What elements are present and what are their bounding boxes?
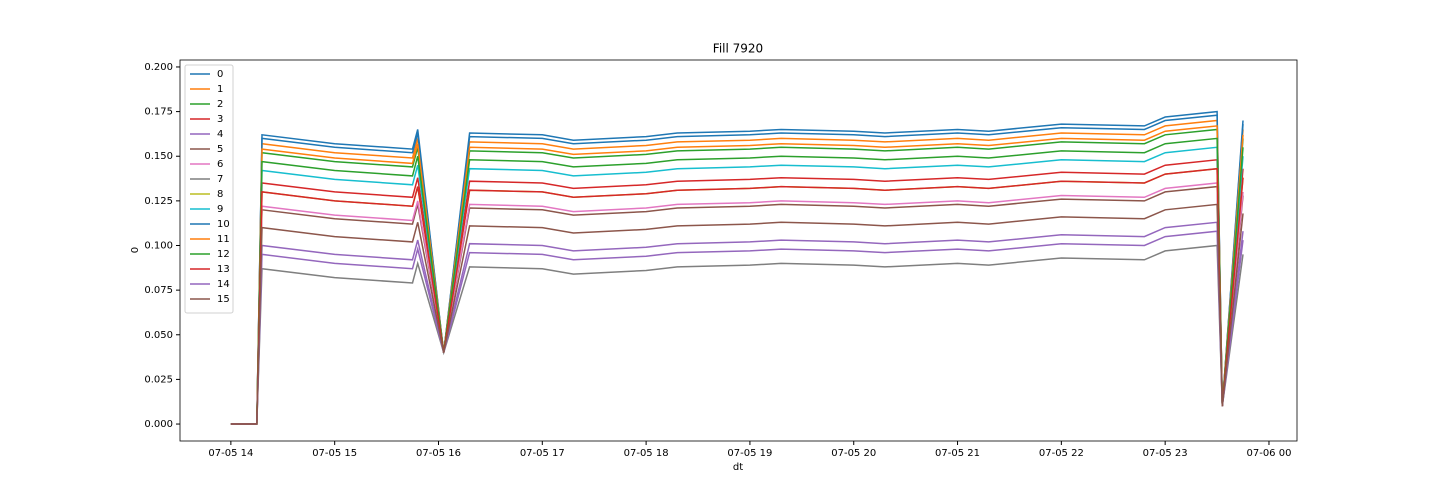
series-line — [230, 110, 1244, 425]
y-axis-label: 0 — [130, 247, 141, 253]
series-line — [230, 185, 1244, 425]
legend-label: 8 — [217, 189, 223, 200]
x-tick-label: 07-05 19 — [727, 448, 772, 459]
series-line — [230, 182, 1244, 425]
legend-label: 15 — [217, 294, 230, 305]
legend-label: 2 — [217, 99, 223, 110]
y-tick-label: 0.025 — [144, 374, 173, 385]
legend-label: 7 — [217, 174, 223, 185]
x-tick-label: 07-05 14 — [208, 448, 253, 459]
series-line — [230, 146, 1244, 425]
legend-label: 13 — [217, 264, 230, 275]
legend-box — [184, 64, 234, 314]
x-tick-label: 07-05 18 — [624, 448, 669, 459]
y-tick-label: 0.200 — [144, 62, 173, 73]
chart-title: Fill 7920 — [713, 42, 763, 56]
series-line — [230, 125, 1244, 425]
y-tick-label: 0.100 — [144, 241, 173, 252]
series-line — [230, 137, 1244, 425]
x-tick-label: 07-05 17 — [520, 448, 565, 459]
x-tick-label: 07-05 23 — [1143, 448, 1188, 459]
x-tick-label: 07-05 16 — [416, 448, 461, 459]
legend-label: 3 — [217, 114, 223, 125]
x-tick-label: 07-05 20 — [831, 448, 876, 459]
x-tick-label: 07-05 21 — [935, 448, 980, 459]
series-line — [230, 167, 1244, 425]
series-line — [230, 221, 1244, 425]
legend-label: 0 — [217, 69, 223, 80]
x-axis-label: dt — [733, 462, 743, 473]
x-tick-label: 07-06 00 — [1246, 448, 1291, 459]
y-tick-label: 0.125 — [144, 196, 173, 207]
y-tick-label: 0.075 — [144, 285, 173, 296]
series-line — [230, 128, 1244, 425]
legend-label: 4 — [217, 129, 223, 140]
x-tick-label: 07-05 22 — [1039, 448, 1084, 459]
legend-label: 10 — [217, 219, 230, 230]
legend-label: 14 — [217, 279, 230, 290]
series-line — [230, 230, 1244, 425]
y-tick-label: 0.175 — [144, 107, 173, 118]
y-tick-label: 0.000 — [144, 419, 173, 430]
plot-lines — [230, 110, 1244, 425]
series-line — [230, 119, 1244, 425]
legend-label: 1 — [217, 84, 223, 95]
series-line — [230, 114, 1244, 425]
legend-label: 12 — [217, 249, 230, 260]
series-line — [230, 158, 1244, 425]
series-line — [230, 244, 1244, 425]
x-tick-label: 07-05 15 — [312, 448, 357, 459]
series-line — [230, 203, 1244, 425]
y-tick-label: 0.150 — [144, 151, 173, 162]
y-tick-label: 0.050 — [144, 330, 173, 341]
legend-label: 9 — [217, 204, 223, 215]
legend-label: 6 — [217, 159, 223, 170]
plot-frame — [179, 59, 1298, 442]
legend-label: 5 — [217, 144, 223, 155]
legend-label: 11 — [217, 234, 230, 245]
